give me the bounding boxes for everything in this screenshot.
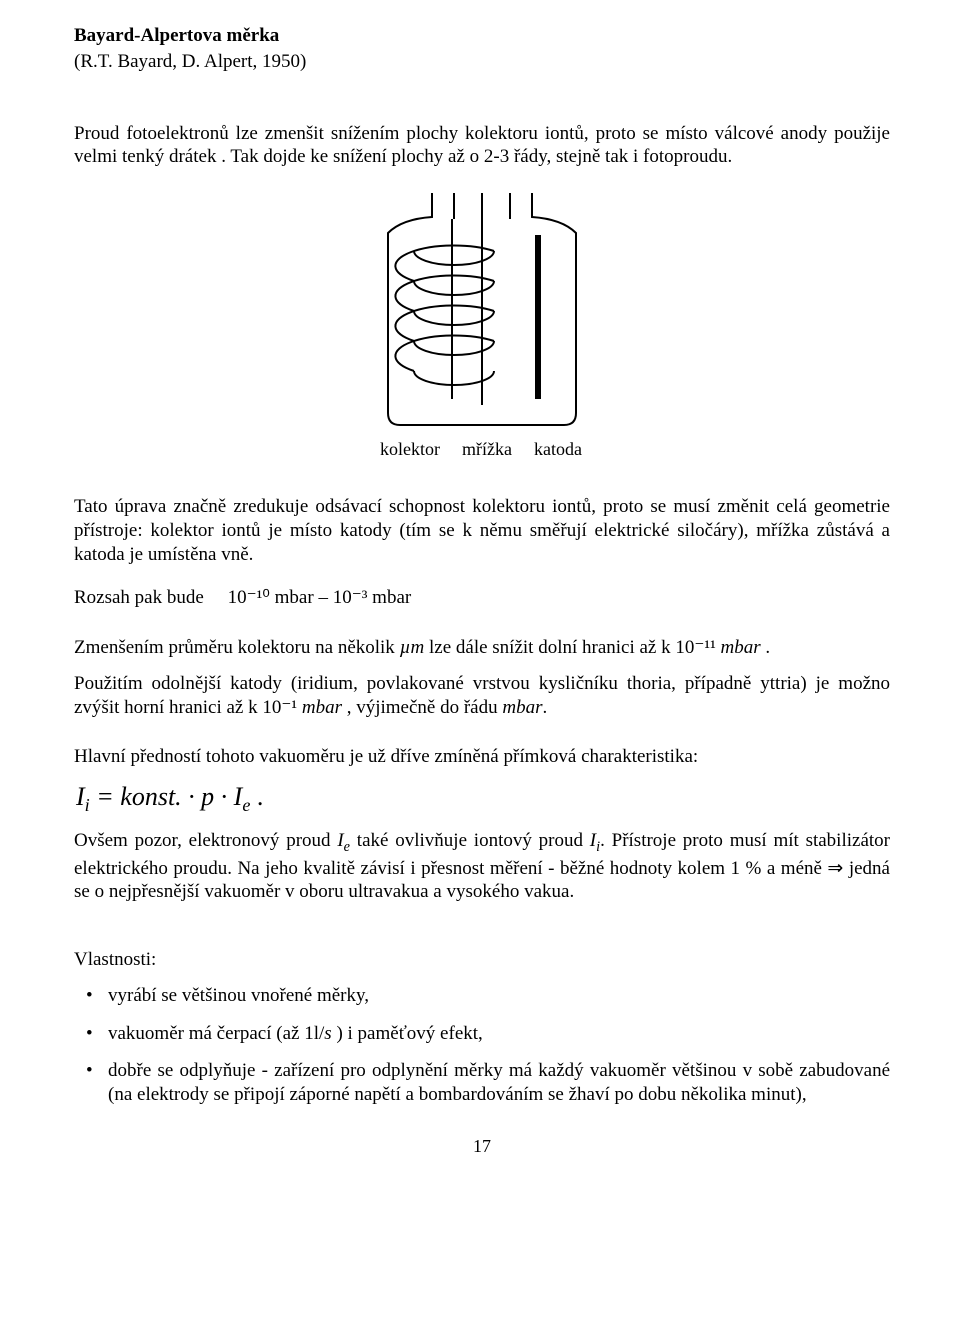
- unit-mbar: mbar: [502, 697, 542, 718]
- text: .: [761, 637, 771, 658]
- properties-list: vyrábí se většinou vnořené měrky, vakuom…: [74, 984, 890, 1107]
- paragraph-geometry: Tato úprava značně zredukuje odsávací sc…: [74, 495, 890, 566]
- label-mrizka: mřížka: [462, 439, 512, 459]
- text: také ovlivňuje iontový proud: [350, 830, 590, 851]
- page-title: Bayard-Alpertova měrka: [74, 24, 890, 48]
- list-item: vyrábí se většinou vnořené měrky,: [108, 984, 890, 1008]
- eq-eq: =: [90, 782, 121, 811]
- page-number: 17: [74, 1135, 890, 1158]
- paragraph-characteristic: Hlavní předností tohoto vakuoměru je už …: [74, 745, 890, 769]
- gauge-diagram: kolektor mřížka katoda: [342, 189, 622, 469]
- unit-um: µm: [400, 637, 425, 658]
- paragraph-intro: Proud fotoelektronů lze zmenšit snížením…: [74, 122, 890, 170]
- eq-dot: ·: [182, 782, 202, 811]
- eq-p: p: [201, 782, 214, 811]
- text: Zmenšením průměru kolektoru na několik: [74, 637, 400, 658]
- eq-tail: .: [250, 782, 263, 811]
- list-item: vakuoměr má čerpací (až 1l/s ) i paměťov…: [108, 1022, 890, 1046]
- text: ) i paměťový efekt,: [332, 1023, 483, 1044]
- sym-Ii: Ii: [590, 830, 600, 851]
- spacer: [74, 924, 890, 948]
- paragraph-range: Rozsah pak bude 10⁻¹⁰ mbar – 10⁻³ mbar: [74, 586, 890, 610]
- grid-coil: [395, 219, 494, 405]
- eq-konst: konst.: [120, 782, 181, 811]
- unit-mbar: mbar: [302, 697, 342, 718]
- label-katoda: katoda: [534, 439, 582, 459]
- eq-Ii-sym: I: [76, 782, 85, 811]
- text: lze dále snížit dolní hranici až k 10⁻¹¹: [424, 637, 720, 658]
- label-kolektor: kolektor: [380, 439, 440, 459]
- sym-Ie: Ie: [337, 830, 350, 851]
- unit-mbar: mbar: [721, 637, 761, 658]
- paragraph-stabilizer: Ovšem pozor, elektronový proud Ie také o…: [74, 829, 890, 904]
- spacer: [74, 98, 890, 122]
- eq-dot: ·: [214, 782, 234, 811]
- page: Bayard-Alpertova měrka (R.T. Bayard, D. …: [0, 0, 960, 1334]
- list-item: dobře se odplyňuje - zařízení pro odplyn…: [108, 1059, 890, 1107]
- paragraph-upper-limit: Použitím odolnější katody (iridium, povl…: [74, 672, 890, 720]
- text: vakuoměr má čerpací (až 1l/: [108, 1023, 324, 1044]
- text: Ovšem pozor, elektronový proud: [74, 830, 337, 851]
- figure-container: kolektor mřížka katoda: [74, 189, 890, 469]
- range-prefix: Rozsah pak bude: [74, 587, 204, 608]
- unit-s: s: [324, 1023, 331, 1044]
- equation: Ii = konst. · p · Ie .: [76, 781, 890, 817]
- paragraph-lower-limit: Zmenšením průměru kolektoru na několik µ…: [74, 636, 890, 660]
- text: .: [543, 697, 548, 718]
- text: , výjimečně do řádu: [342, 697, 502, 718]
- properties-label: Vlastnosti:: [74, 948, 890, 972]
- page-subtitle: (R.T. Bayard, D. Alpert, 1950): [74, 50, 890, 74]
- range-value: 10⁻¹⁰ mbar – 10⁻³ mbar: [228, 587, 412, 608]
